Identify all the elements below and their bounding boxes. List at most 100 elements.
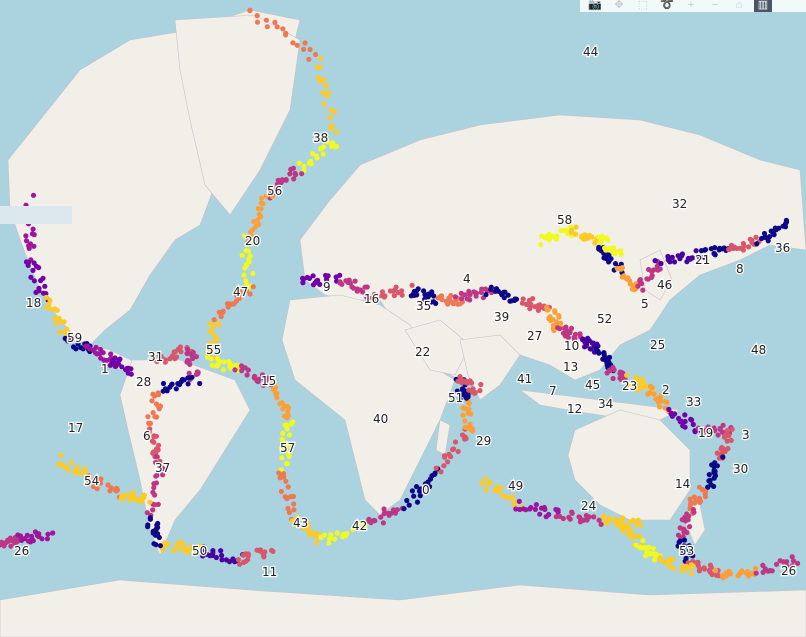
earthquake-point: [459, 296, 465, 302]
plotly-logo-icon[interactable]: ▥: [754, 0, 772, 12]
earthquake-point: [290, 40, 296, 46]
earthquake-point: [729, 245, 735, 251]
earthquake-point: [201, 544, 207, 550]
earthquake-point: [255, 379, 261, 385]
earthquake-point: [31, 278, 37, 284]
earthquake-point: [643, 553, 649, 559]
earthquake-point: [30, 226, 36, 232]
earthquake-point: [321, 77, 327, 83]
earthquake-point: [57, 329, 63, 335]
earthquake-point: [771, 232, 777, 238]
earthquake-point: [617, 265, 623, 271]
earthquake-point: [582, 344, 588, 350]
earthquake-point: [219, 557, 225, 563]
earthquake-point: [537, 302, 543, 308]
cluster-label-46: 46: [657, 278, 672, 292]
earthquake-point: [221, 359, 227, 365]
earthquake-point: [145, 522, 151, 528]
cluster-label-31: 31: [148, 350, 163, 364]
earthquake-point: [258, 200, 264, 206]
earthquake-point: [554, 234, 560, 240]
zoom-in-icon[interactable]: +: [687, 0, 695, 11]
earthquake-point: [153, 433, 159, 439]
camera-icon[interactable]: 📷: [588, 0, 602, 11]
box-select-icon[interactable]: ⬚: [637, 0, 649, 11]
earthquake-point: [709, 462, 715, 468]
earthquake-point: [214, 321, 221, 327]
lasso-icon[interactable]: ➰: [660, 0, 674, 11]
earthquake-point: [466, 288, 472, 294]
earthquake-point: [379, 289, 386, 295]
earthquake-point: [254, 19, 261, 25]
earthquake-point: [538, 242, 544, 248]
earthquake-point: [306, 275, 313, 281]
landmass-arabia: [404, 319, 471, 376]
earthquake-point: [320, 151, 326, 157]
earthquake-point: [450, 301, 456, 307]
earthquake-point: [679, 251, 686, 257]
earthquake-point: [156, 534, 162, 541]
earthquake-point: [488, 284, 494, 290]
earthquake-point: [65, 467, 71, 473]
earthquake-point: [7, 535, 13, 541]
earthquake-point: [569, 509, 575, 515]
earthquake-point: [684, 566, 690, 572]
earthquake-point: [307, 528, 313, 534]
earthquake-point: [228, 365, 234, 371]
earthquake-point: [435, 295, 441, 301]
earthquake-point: [705, 424, 711, 430]
earthquake-point: [293, 522, 299, 528]
earthquake-point: [36, 288, 42, 294]
earthquake-point: [401, 506, 407, 512]
earthquake-point: [728, 437, 734, 443]
earthquake-point: [458, 290, 464, 296]
earthquake-point: [239, 368, 245, 374]
reset-home-icon[interactable]: ⌂: [735, 0, 743, 11]
earthquake-point: [378, 514, 384, 520]
earthquake-point: [58, 319, 65, 325]
earthquake-point: [157, 543, 163, 549]
earthquake-point: [73, 346, 79, 352]
cluster-label-43: 43: [293, 516, 308, 530]
earthquake-point: [103, 357, 110, 364]
earthquake-point: [287, 432, 293, 438]
earthquake-point: [455, 448, 461, 455]
earthquake-point: [28, 274, 34, 280]
earthquake-point: [119, 364, 125, 370]
earthquake-point: [154, 414, 160, 420]
earthquake-point: [225, 304, 231, 310]
earthquake-point: [483, 292, 489, 298]
earthquake-point: [591, 514, 597, 520]
earthquake-point: [174, 541, 181, 547]
earthquake-point: [653, 551, 659, 557]
earthquake-point: [754, 241, 760, 247]
pan-icon[interactable]: ✥: [614, 0, 624, 11]
cluster-label-47: 47: [233, 285, 248, 299]
earthquake-point: [690, 255, 696, 261]
earthquake-point: [728, 571, 734, 577]
earthquake-point: [204, 349, 210, 355]
earthquake-point: [471, 390, 478, 396]
land-layer: [0, 9, 806, 637]
earthquake-point: [291, 507, 297, 513]
earthquake-point: [638, 380, 645, 386]
earthquake-point: [729, 426, 735, 432]
earthquake-point: [189, 544, 195, 550]
earthquake-point: [141, 495, 147, 501]
earthquake-point: [74, 464, 80, 470]
earthquake-point: [274, 395, 280, 401]
earthquake-point: [546, 237, 552, 243]
earthquake-point: [640, 287, 646, 293]
earthquake-point: [260, 382, 266, 388]
zoom-out-icon[interactable]: −: [711, 0, 719, 11]
earthquake-point: [565, 335, 572, 341]
earthquake-point: [657, 395, 663, 401]
earthquake-point: [241, 272, 247, 278]
earthquake-point: [535, 307, 542, 313]
earthquake-point: [426, 484, 433, 490]
earthquake-point: [207, 344, 213, 350]
cluster-label-20: 20: [245, 234, 260, 248]
earthquake-point: [153, 480, 159, 486]
